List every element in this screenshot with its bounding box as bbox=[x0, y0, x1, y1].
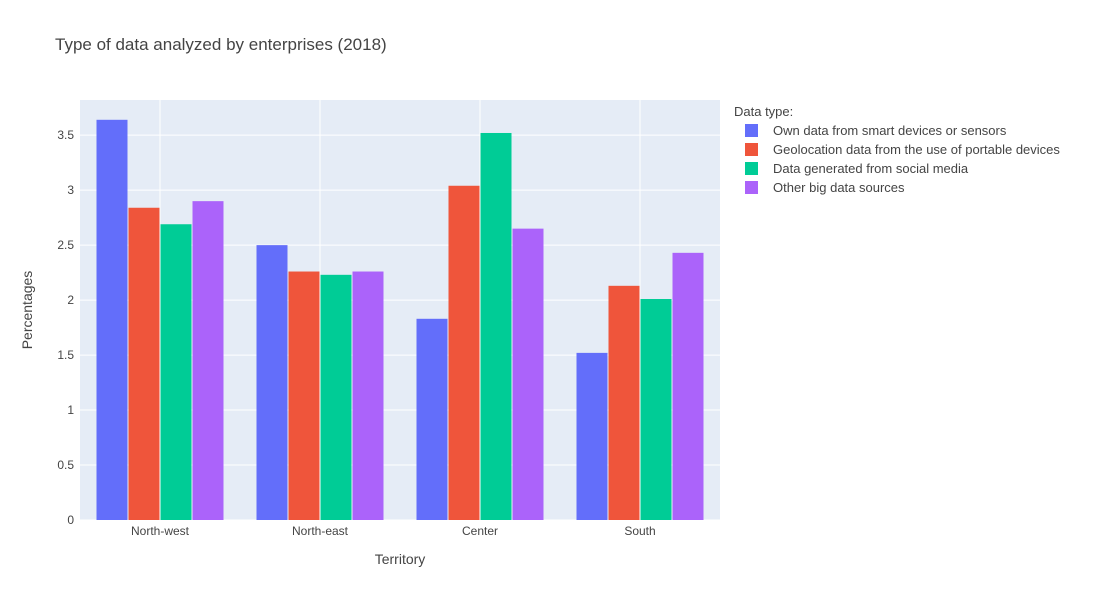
chart-title: Type of data analyzed by enterprises (20… bbox=[55, 35, 387, 54]
x-axis-title: Territory bbox=[375, 551, 426, 567]
bar bbox=[672, 252, 704, 521]
x-axis-ticks: North-west North-east Center South bbox=[131, 524, 656, 538]
bar bbox=[192, 201, 224, 520]
bar bbox=[288, 271, 320, 520]
x-tick-label: North-east bbox=[292, 524, 349, 538]
bar bbox=[96, 119, 128, 520]
legend: Data type: Own data from smart devices o… bbox=[734, 104, 1060, 195]
bar bbox=[128, 207, 160, 520]
y-tick-label: 1 bbox=[67, 403, 74, 417]
y-tick-label: 0 bbox=[67, 513, 74, 527]
bars bbox=[96, 119, 704, 521]
bar bbox=[160, 224, 192, 520]
bar bbox=[576, 352, 608, 520]
bar bbox=[256, 245, 288, 520]
bar bbox=[640, 299, 672, 520]
legend-swatch bbox=[745, 181, 758, 194]
bar bbox=[512, 228, 544, 521]
legend-item-label: Geolocation data from the use of portabl… bbox=[773, 142, 1060, 157]
y-tick-label: 2.5 bbox=[57, 238, 74, 252]
bar bbox=[320, 274, 352, 520]
x-tick-label: Center bbox=[462, 524, 498, 538]
y-axis-title: Percentages bbox=[19, 271, 35, 350]
legend-item-label: Own data from smart devices or sensors bbox=[773, 123, 1007, 138]
y-tick-label: 1.5 bbox=[57, 348, 74, 362]
bar bbox=[416, 318, 448, 520]
legend-title: Data type: bbox=[734, 104, 793, 119]
y-axis-ticks: 0 0.5 1 1.5 2 2.5 3 3.5 bbox=[57, 128, 74, 527]
legend-item-label: Other big data sources bbox=[773, 180, 905, 195]
x-tick-label: North-west bbox=[131, 524, 190, 538]
y-tick-label: 2 bbox=[67, 293, 74, 307]
legend-swatch bbox=[745, 124, 758, 137]
bar bbox=[352, 271, 384, 520]
legend-swatch bbox=[745, 162, 758, 175]
bar bbox=[480, 132, 512, 520]
legend-item-label: Data generated from social media bbox=[773, 161, 969, 176]
y-tick-label: 3 bbox=[67, 183, 74, 197]
bar bbox=[608, 285, 640, 520]
x-tick-label: South bbox=[624, 524, 655, 538]
bar bbox=[448, 185, 480, 520]
y-tick-label: 3.5 bbox=[57, 128, 74, 142]
y-tick-label: 0.5 bbox=[57, 458, 74, 472]
legend-swatch bbox=[745, 143, 758, 156]
